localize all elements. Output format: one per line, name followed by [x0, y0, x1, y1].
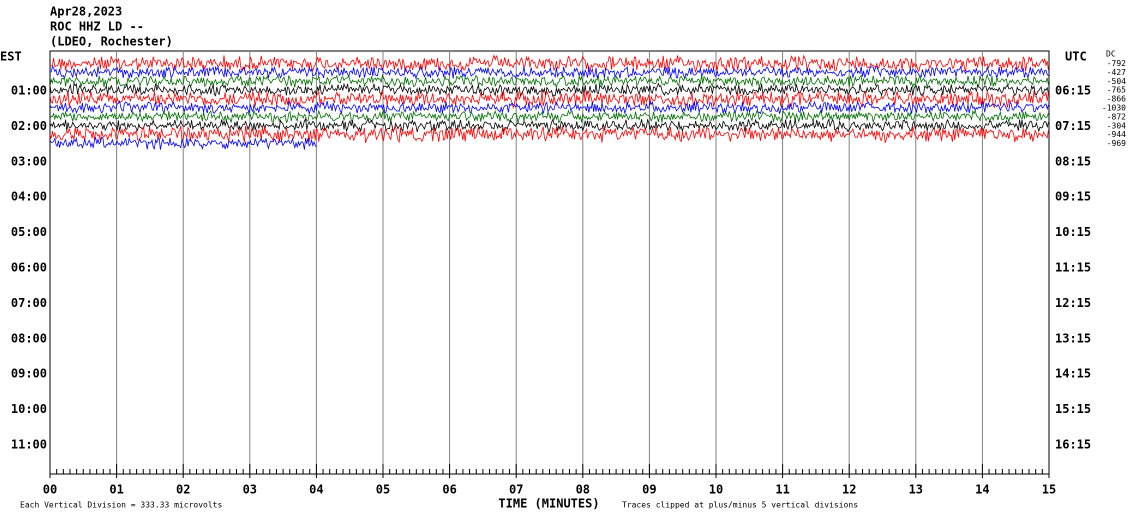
dc-label: -944	[1107, 130, 1126, 139]
utc-label: 11:15	[1055, 261, 1091, 275]
left-header: EST	[0, 50, 22, 64]
utc-label: 07:15	[1055, 119, 1091, 133]
x-tick-label: 12	[842, 483, 856, 497]
x-tick-label: 01	[109, 483, 123, 497]
dc-label: -792	[1107, 59, 1126, 68]
x-tick-label: 04	[309, 483, 323, 497]
utc-label: 16:15	[1055, 438, 1091, 452]
utc-label: 08:15	[1055, 154, 1091, 168]
utc-label: 13:15	[1055, 331, 1091, 345]
trace	[49, 89, 1049, 110]
x-tick-label: 11	[775, 483, 789, 497]
x-axis-label: TIME (MINUTES)	[498, 497, 599, 511]
est-label: 03:00	[11, 154, 47, 168]
x-tick-label: 13	[909, 483, 923, 497]
date: Apr28,2023	[50, 5, 122, 19]
x-tick-label: 14	[975, 483, 989, 497]
x-tick-label: 03	[243, 483, 257, 497]
x-tick-label: 15	[1042, 483, 1056, 497]
x-tick-label: 00	[43, 483, 57, 497]
trace	[49, 136, 317, 151]
x-tick-label: 10	[709, 483, 723, 497]
est-label: 10:00	[11, 402, 47, 416]
trace	[49, 73, 1049, 90]
est-label: 02:00	[11, 119, 47, 133]
utc-label: 15:15	[1055, 402, 1091, 416]
dc-label: -1030	[1102, 104, 1126, 113]
utc-label: 09:15	[1055, 190, 1091, 204]
trace	[49, 108, 1049, 124]
footer-left: Each Vertical Division = 333.33 microvol…	[20, 501, 222, 510]
trace	[49, 99, 1049, 116]
est-label: 01:00	[11, 84, 47, 98]
utc-label: 06:15	[1055, 84, 1091, 98]
trace	[49, 82, 1049, 98]
est-label: 11:00	[11, 438, 47, 452]
x-tick-label: 09	[642, 483, 656, 497]
footer-right: Traces clipped at plus/minus 5 vertical …	[622, 501, 858, 510]
dc-label: -427	[1107, 68, 1126, 77]
dc-header: DC	[1106, 50, 1116, 59]
dc-label: -504	[1107, 77, 1126, 86]
x-tick-label: 02	[176, 483, 190, 497]
est-label: 04:00	[11, 190, 47, 204]
x-tick-label: 05	[376, 483, 390, 497]
dc-label: -866	[1107, 95, 1126, 104]
est-label: 05:00	[11, 225, 47, 239]
right-header: UTC	[1065, 50, 1087, 64]
utc-label: 14:15	[1055, 367, 1091, 381]
dc-label: -872	[1107, 112, 1126, 121]
est-label: 08:00	[11, 331, 47, 345]
dc-label: -969	[1107, 139, 1126, 148]
trace	[49, 125, 1049, 144]
utc-label: 12:15	[1055, 296, 1091, 310]
est-label: 06:00	[11, 261, 47, 275]
trace	[49, 65, 1049, 80]
x-tick-label: 07	[509, 483, 523, 497]
trace	[49, 117, 1049, 133]
x-tick-label: 06	[442, 483, 456, 497]
est-label: 09:00	[11, 367, 47, 381]
utc-label: 10:15	[1055, 225, 1091, 239]
trace	[49, 54, 1049, 73]
dc-label: -765	[1107, 86, 1126, 95]
channel: ROC HHZ LD --	[50, 20, 144, 34]
est-label: 07:00	[11, 296, 47, 310]
station: (LDEO, Rochester)	[50, 35, 173, 49]
dc-label: -304	[1107, 121, 1126, 130]
x-tick-label: 08	[576, 483, 590, 497]
